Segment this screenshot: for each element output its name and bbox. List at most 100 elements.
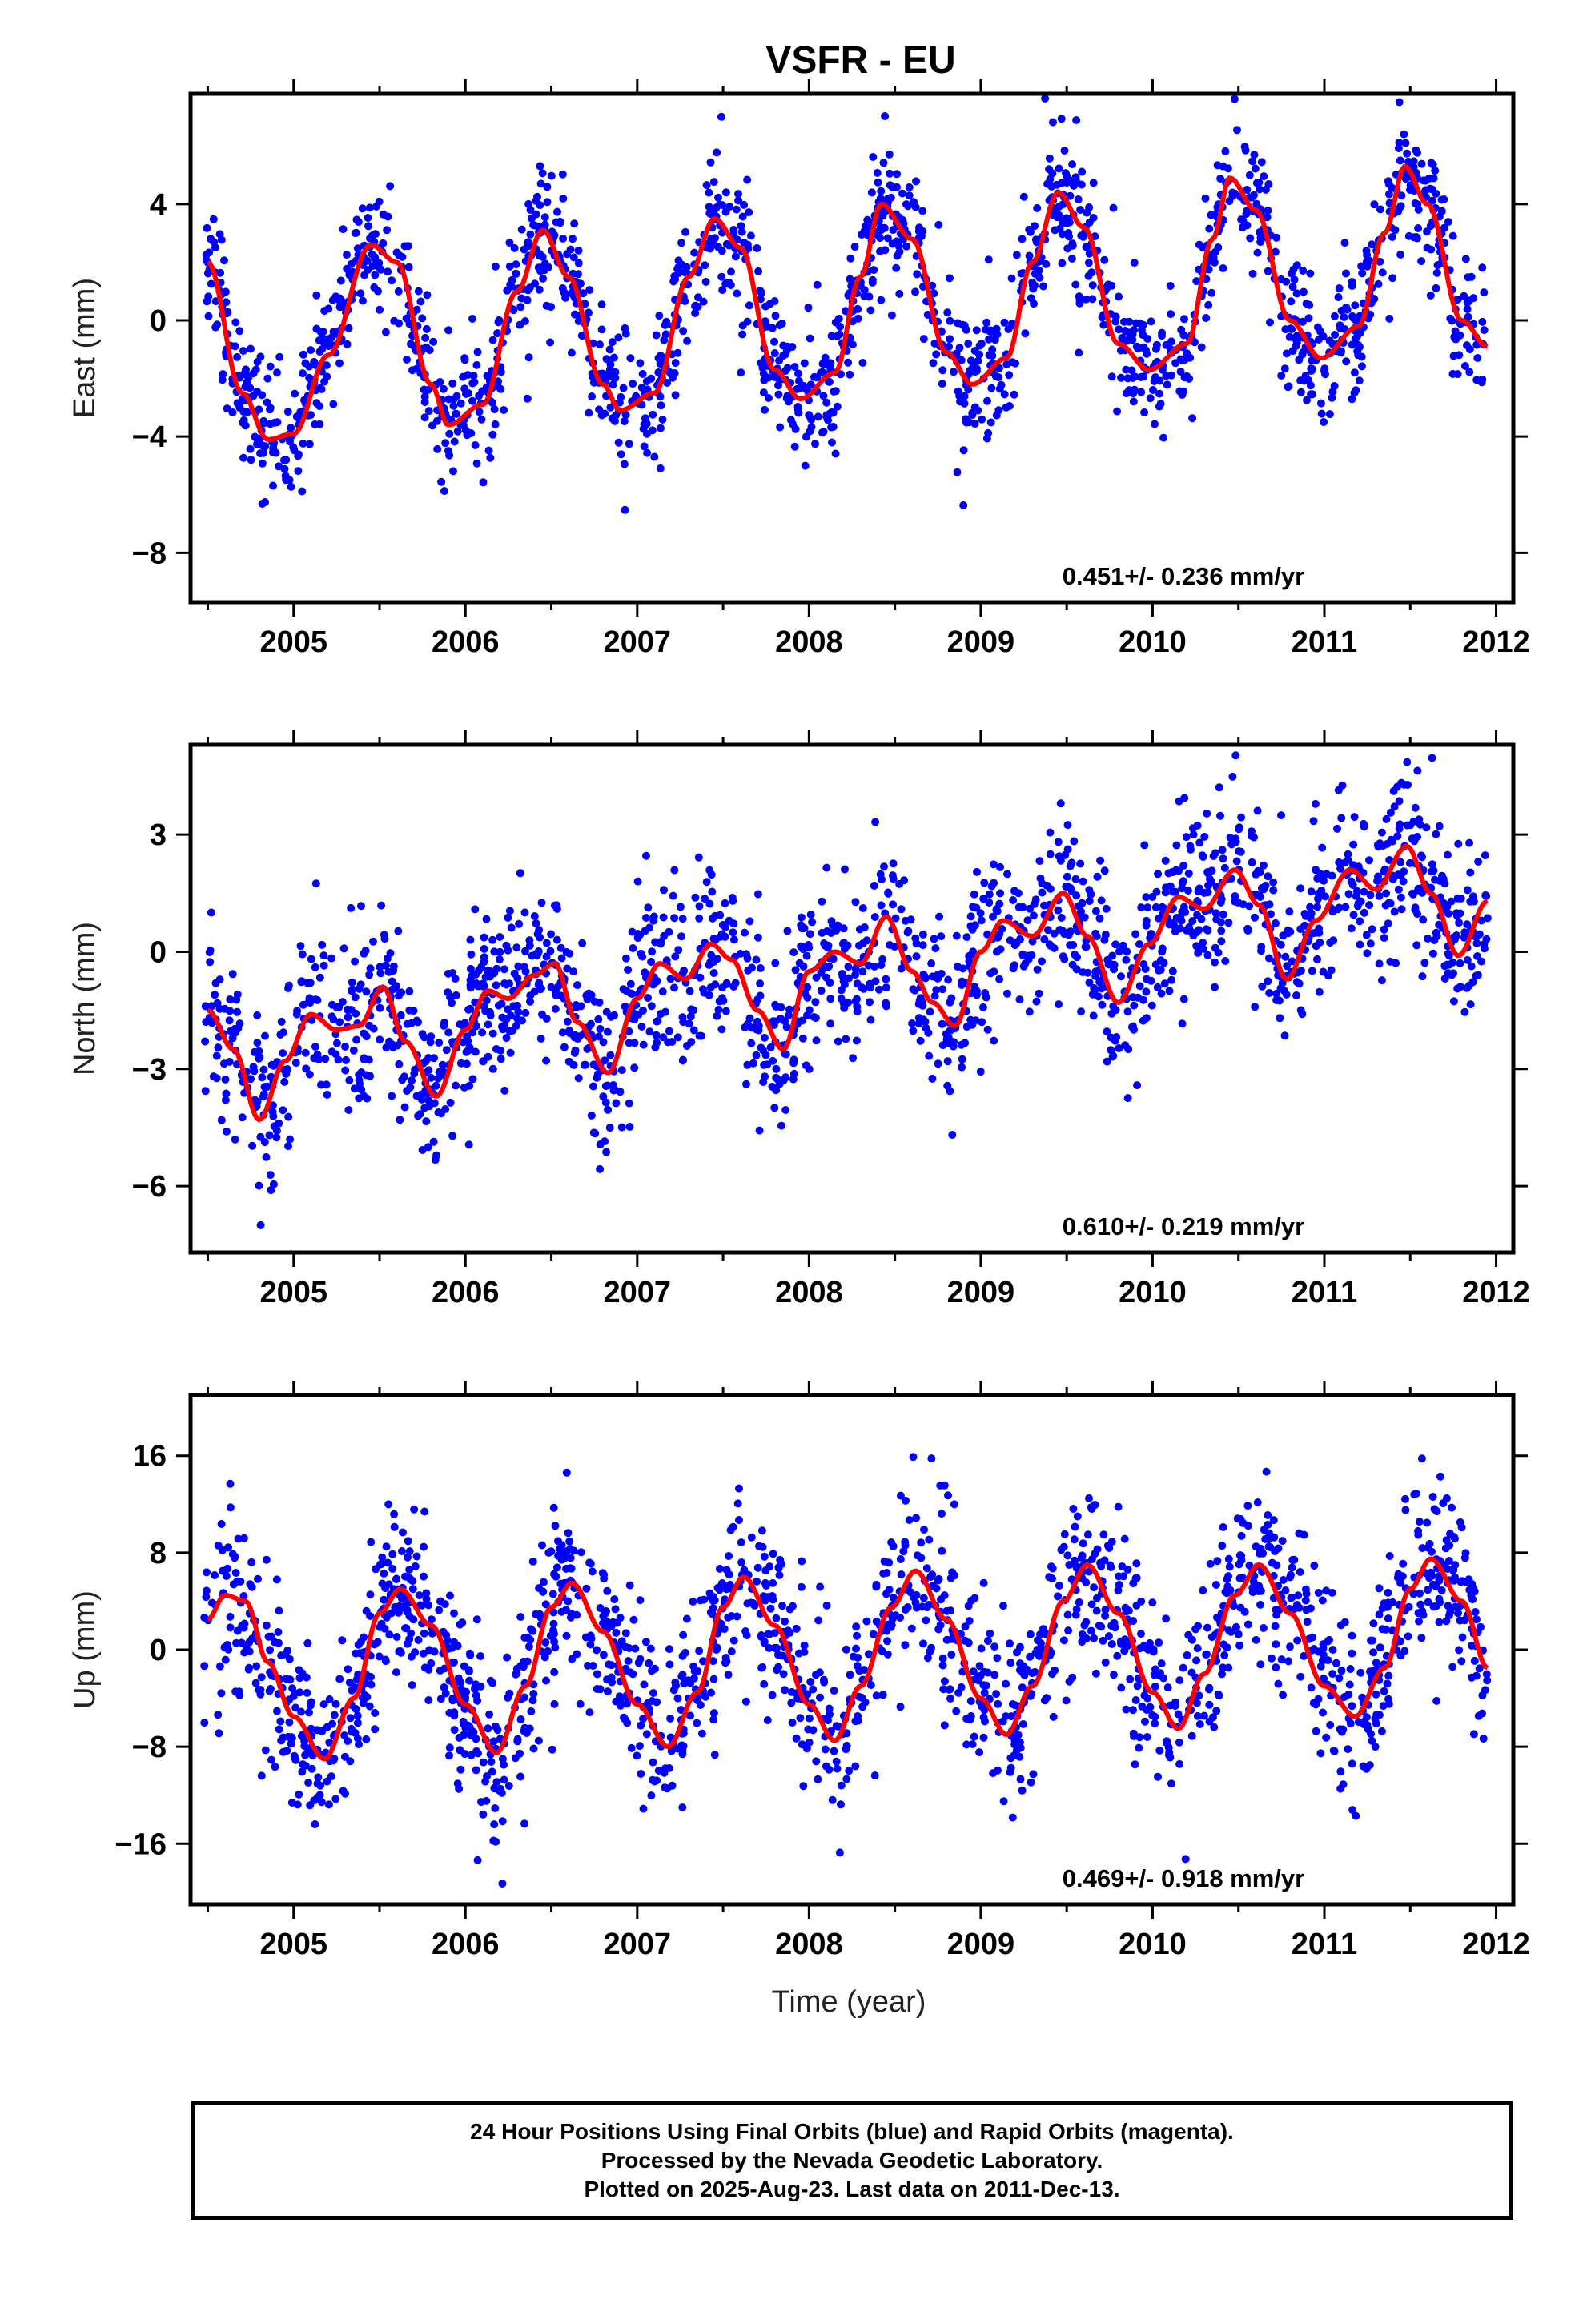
data-point	[376, 1035, 384, 1044]
data-point	[851, 997, 860, 1006]
data-point	[468, 379, 477, 388]
data-point	[1480, 288, 1489, 297]
data-point	[488, 1029, 497, 1038]
data-point	[1202, 1651, 1211, 1659]
data-point	[1386, 899, 1395, 907]
data-point	[1192, 277, 1201, 286]
data-point	[844, 963, 853, 971]
data-point	[1167, 310, 1175, 319]
data-point	[1303, 396, 1311, 404]
data-point	[1423, 1518, 1432, 1527]
data-point	[291, 1059, 300, 1068]
data-point	[1176, 368, 1185, 376]
data-point	[817, 987, 826, 995]
data-point	[764, 394, 773, 402]
data-point	[299, 439, 307, 448]
data-point	[984, 1637, 992, 1645]
data-point	[973, 867, 981, 876]
data-point	[1151, 420, 1159, 428]
data-point	[1358, 269, 1367, 278]
data-point	[816, 1582, 825, 1591]
data-point	[940, 1721, 949, 1730]
data-point	[818, 928, 826, 937]
data-point	[1478, 317, 1487, 326]
data-point	[1049, 1712, 1058, 1721]
data-point	[1218, 846, 1227, 854]
data-point	[328, 296, 337, 304]
data-point	[768, 1691, 777, 1699]
data-point	[403, 1639, 412, 1648]
data-point	[1082, 295, 1091, 304]
data-point	[543, 198, 552, 207]
data-point	[1280, 1031, 1289, 1040]
data-point	[1463, 298, 1472, 307]
data-point	[771, 312, 780, 320]
data-point	[595, 405, 604, 414]
data-point	[1218, 1542, 1227, 1550]
data-point	[291, 389, 299, 398]
data-point	[852, 1036, 861, 1045]
data-point	[367, 1538, 376, 1546]
data-point	[335, 1675, 344, 1683]
data-point	[1207, 288, 1216, 297]
data-point	[488, 336, 497, 344]
data-point	[456, 399, 465, 408]
data-point	[976, 909, 985, 918]
data-point	[888, 871, 897, 880]
data-point	[335, 303, 344, 312]
data-point	[312, 399, 321, 408]
data-point	[478, 1028, 487, 1037]
data-point	[479, 1057, 488, 1066]
data-point	[253, 1039, 262, 1047]
data-point	[342, 1055, 350, 1064]
data-point	[556, 219, 564, 227]
data-point	[1059, 1636, 1068, 1645]
data-point	[542, 1056, 551, 1065]
data-point	[341, 1043, 349, 1051]
data-point	[494, 1001, 503, 1010]
data-point	[603, 1027, 612, 1036]
data-point	[1458, 1577, 1466, 1586]
data-point	[472, 1615, 481, 1624]
data-point	[465, 1081, 474, 1090]
data-point	[621, 954, 630, 963]
data-point	[803, 1011, 811, 1019]
data-point	[248, 1141, 257, 1150]
data-point	[1349, 840, 1358, 849]
data-point	[691, 893, 700, 902]
data-point	[376, 1003, 384, 1012]
data-point	[806, 930, 814, 939]
data-point	[456, 1765, 465, 1774]
data-point	[709, 914, 717, 923]
data-point	[873, 168, 882, 177]
data-point	[1444, 850, 1452, 859]
data-point	[1396, 820, 1404, 829]
data-point	[323, 1090, 331, 1099]
data-point	[535, 979, 544, 987]
data-point	[678, 915, 687, 923]
data-point	[934, 220, 943, 229]
data-point	[1254, 178, 1262, 187]
data-point	[996, 862, 1004, 871]
data-point	[1427, 245, 1436, 254]
data-point	[846, 275, 854, 283]
data-point	[1147, 930, 1155, 938]
data-point	[1440, 975, 1449, 983]
data-point	[896, 1703, 905, 1711]
data-point	[479, 1810, 488, 1819]
data-point	[731, 252, 740, 261]
data-point	[1396, 858, 1405, 866]
data-point	[966, 1711, 975, 1720]
data-point	[280, 456, 288, 464]
data-point	[1481, 851, 1489, 860]
data-point	[1253, 806, 1262, 815]
data-point	[1203, 926, 1212, 935]
data-point	[418, 1030, 427, 1039]
data-point	[464, 1005, 473, 1014]
data-point	[1120, 1534, 1129, 1543]
data-point	[273, 418, 282, 427]
data-point	[927, 959, 936, 967]
data-point	[540, 220, 549, 229]
data-point	[846, 370, 854, 379]
data-point	[912, 177, 920, 186]
